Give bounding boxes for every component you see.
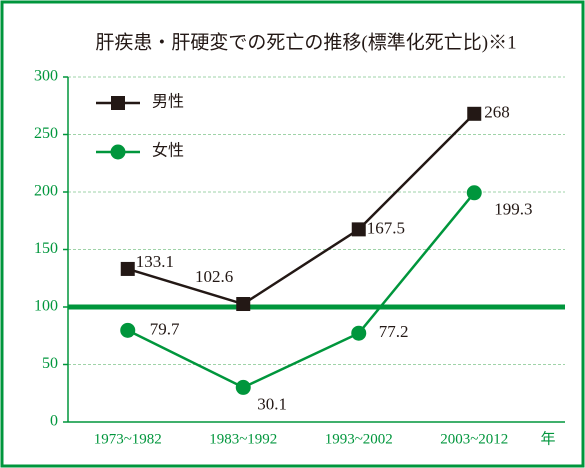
marker xyxy=(121,262,135,276)
x-tick-label: 1993~2002 xyxy=(325,431,393,447)
x-axis-label: 年 xyxy=(540,430,555,447)
frame xyxy=(2,2,583,466)
data-label: 102.6 xyxy=(195,267,233,286)
y-tick-label: 250 xyxy=(34,125,58,142)
data-label: 133.1 xyxy=(136,252,174,271)
marker xyxy=(111,145,126,160)
marker xyxy=(236,380,251,395)
y-tick-label: 150 xyxy=(34,240,58,257)
x-tick-label: 1983~1992 xyxy=(209,431,277,447)
marker xyxy=(351,326,366,341)
data-label: 79.7 xyxy=(150,319,180,338)
data-label: 167.5 xyxy=(367,218,405,237)
y-tick-label: 100 xyxy=(34,298,58,315)
marker xyxy=(352,222,366,236)
data-label: 77.2 xyxy=(379,322,409,341)
marker xyxy=(467,185,482,200)
legend-label: 女性 xyxy=(152,141,184,160)
legend-label: 男性 xyxy=(152,93,184,111)
x-tick-label: 1973~1982 xyxy=(94,431,162,447)
data-label: 30.1 xyxy=(257,394,287,413)
y-tick-label: 50 xyxy=(42,355,58,372)
y-tick-label: 0 xyxy=(50,413,58,430)
x-tick-label: 2003~2012 xyxy=(440,431,508,447)
chart: 肝疾患・肝硬変での死亡の推移(標準化死亡比)※1 年 0 50 100 150 200 2… xyxy=(0,0,585,468)
data-label: 268 xyxy=(484,103,510,122)
data-label: 199.3 xyxy=(494,200,532,219)
chart-title: 肝疾患・肝硬変での死亡の推移(標準化死亡比)※1 xyxy=(95,31,516,53)
y-tick-label: 300 xyxy=(34,68,58,85)
marker xyxy=(467,107,481,121)
y-tick-label: 200 xyxy=(34,183,58,200)
marker xyxy=(111,96,125,110)
marker xyxy=(120,323,135,338)
marker xyxy=(236,297,250,311)
